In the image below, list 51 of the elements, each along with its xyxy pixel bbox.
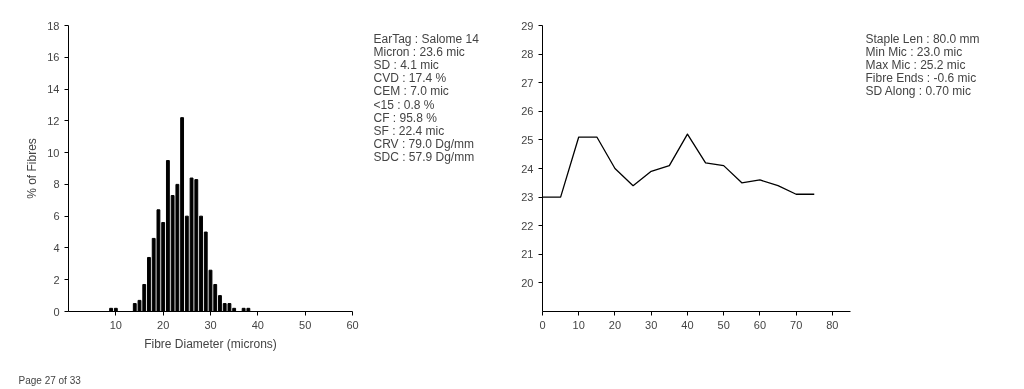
text: CVD : 17.4 % [373,71,447,86]
x-axis-title: Fibre Diameter (microns) [144,336,277,351]
y-tick-label: 25 [521,133,534,146]
x-tick-label: 10 [109,318,122,331]
y-tick-label: 20 [521,276,534,289]
x-tick-label: 40 [681,318,694,331]
y-axis-title: % of Fibres [25,138,40,199]
x-tick-label: 10 [572,318,585,331]
text: EarTag : Salome 14 [373,31,480,46]
text: CRV : 79.0 Dg/mm [373,137,474,152]
y-tick-label: 4 [53,241,60,254]
y-tick-label: 28 [521,48,534,61]
text: SD Along : 0.70 mic [865,84,971,99]
y-tick-label: 23 [521,191,534,204]
y-tick-label: 21 [521,248,534,261]
y-tick-label: 24 [521,162,534,175]
text: Staple Len : 80.0 mm [865,31,980,46]
x-tick-label: 50 [299,318,312,331]
y-tick-label: 16 [47,51,60,64]
x-tick-label: 70 [790,318,803,331]
text: Max Mic : 25.2 mic [865,58,966,72]
x-tick-label: 20 [157,318,170,331]
text: <15 : 0.8 % [373,97,435,112]
y-tick-label: 10 [47,146,60,159]
x-tick-label: 80 [826,318,839,331]
y-tick-label: 12 [47,114,60,127]
x-tick-label: 20 [608,318,622,331]
x-tick-label: 50 [717,318,730,331]
y-tick-label: 2 [53,273,60,286]
text: CF : 95.8 % [373,110,438,125]
y-tick-label: 8 [53,178,60,191]
y-tick-label: 18 [47,19,60,32]
y-tick-label: 22 [521,219,534,232]
x-tick-label: 60 [346,318,359,331]
text: SF : 22.4 mic [373,123,445,138]
text: Fibre Ends : -0.6 mic [865,71,977,86]
y-tick-label: 27 [521,76,534,89]
y-tick-label: 0 [53,305,60,318]
x-tick-label: 30 [204,318,217,331]
text: Page 27 of 33 [18,374,82,386]
y-tick-label: 6 [53,210,60,223]
x-tick-label: 30 [645,318,658,331]
x-tick-label: 40 [251,318,264,331]
y-tick-label: 29 [521,19,534,32]
y-tick-label: 14 [47,83,60,96]
x-tick-label: 60 [753,318,767,331]
text: SDC : 57.9 Dg/mm [373,150,475,165]
text: CEM : 7.0 mic [373,84,449,99]
x-tick-label: 0 [539,318,546,331]
y-tick-label: 26 [521,105,534,118]
text: SD : 4.1 mic [373,58,439,72]
